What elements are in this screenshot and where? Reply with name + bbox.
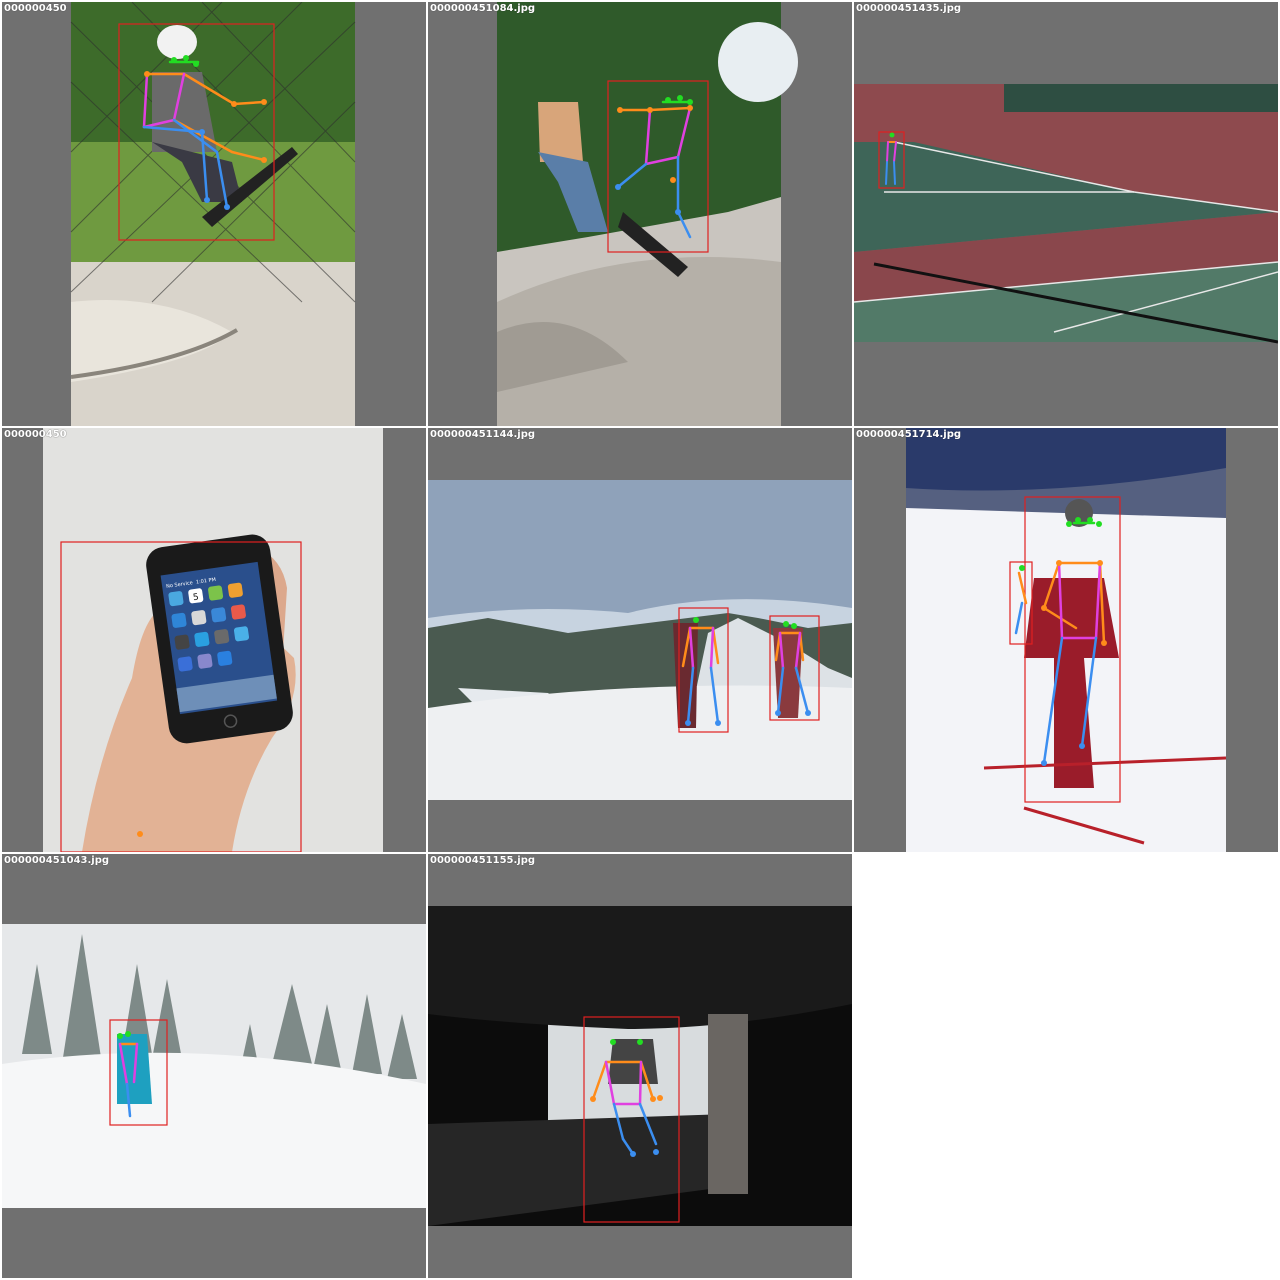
grid-tile: 000000451714.jpg [854,428,1278,852]
photo-dark-bunk-bed [428,906,852,1226]
phone-carrier: No Service [166,580,193,590]
grid-tile: 000000451435.jpg [854,2,1278,426]
image-filename: 000000451084.jpg [430,3,536,14]
grid-tile: No Service 1:01 PM 5 [2,428,426,852]
grid-tile: 000000451084.jpg [428,2,852,426]
image-filename: 000000450 [4,3,67,14]
image-filename: 000000451714.jpg [856,429,962,440]
image-filename: 000000451144.jpg [430,429,536,440]
image-filename: 000000450 [4,429,67,440]
bounding-box [607,80,709,253]
image-filename: 000000451435.jpg [856,3,962,14]
bounding-box [878,131,905,189]
bounding-box [1009,561,1033,645]
bounding-box [118,23,275,241]
bounding-box [60,541,302,852]
photo-skier-slope [906,428,1227,852]
photo-tennis-court [854,84,1278,344]
photo-iphone-hand: No Service 1:01 PM 5 [43,428,383,852]
bounding-box [769,615,820,721]
grid-tile: 000000451043.jpg [2,854,426,1278]
grid-tile: 000000451155.jpg [428,854,852,1278]
bounding-box [109,1019,168,1126]
bounding-box [583,1016,680,1223]
photo-snowboarder-trees [2,924,426,1208]
bounding-box [678,607,729,733]
grid-tile: 000000451144.jpg [428,428,852,852]
calendar-day: 5 [192,592,199,603]
bounding-box [1024,496,1121,803]
photo-mountain-hikers [428,480,852,800]
phone-clock: 1:01 PM [196,577,217,586]
photo-skatepark-bowl [497,2,798,426]
grid-tile: 000000450 [2,2,426,426]
image-filename: 000000451155.jpg [430,855,536,866]
photo-skatepark-fence [70,2,356,426]
image-filename: 000000451043.jpg [4,855,110,866]
